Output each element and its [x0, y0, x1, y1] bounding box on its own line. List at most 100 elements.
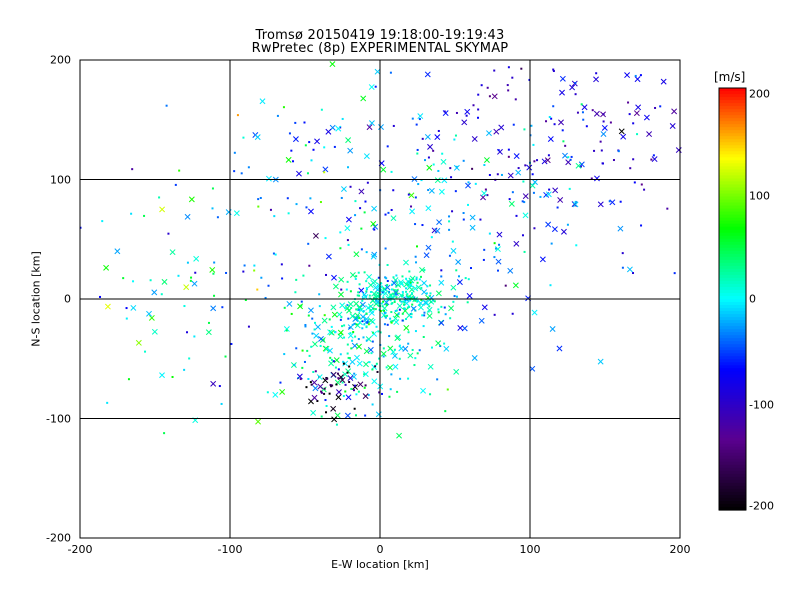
colorbar-segment	[719, 232, 746, 237]
data-point-x	[617, 225, 624, 232]
data-point-x	[151, 328, 158, 335]
data-point-dot	[363, 373, 366, 376]
data-point-dot	[368, 294, 371, 297]
data-point-dot	[377, 276, 380, 279]
data-point-dot	[444, 313, 447, 316]
data-point-dot	[508, 198, 511, 201]
colorbar-segment	[719, 289, 746, 294]
x-tick-label: -100	[217, 543, 243, 556]
data-point-dot	[609, 121, 612, 124]
colorbar-segment	[719, 476, 746, 481]
data-point-dot	[379, 282, 382, 285]
data-point-x	[371, 205, 378, 212]
x-axis-label: E-W location [km]	[331, 558, 429, 571]
data-point-dot	[389, 71, 392, 74]
data-point-dot	[355, 323, 358, 326]
data-point-x	[403, 300, 410, 307]
data-point-dot	[425, 292, 428, 295]
data-point-x	[363, 348, 370, 355]
data-point-dot	[309, 381, 312, 384]
data-point-dot	[520, 67, 523, 70]
data-point-x	[410, 305, 417, 312]
data-point-x	[491, 93, 498, 100]
colorbar-segment	[719, 205, 746, 210]
data-point-x	[183, 284, 190, 291]
data-point-dot	[426, 285, 429, 288]
data-point-dot	[382, 300, 385, 303]
data-point-dot	[409, 281, 412, 284]
colorbar-segment	[719, 115, 746, 119]
data-point-dot	[264, 296, 267, 299]
data-point-x	[469, 224, 476, 231]
data-point-dot	[486, 194, 489, 197]
data-point-x	[422, 299, 429, 306]
data-point-dot	[552, 70, 555, 73]
data-point-x	[569, 84, 576, 91]
colorbar-segment	[719, 494, 746, 499]
data-point-dot	[403, 301, 406, 304]
data-point-dot	[347, 317, 350, 320]
data-point-dot	[415, 276, 418, 279]
data-point-dot	[574, 93, 577, 96]
data-point-x	[322, 345, 329, 352]
data-point-dot	[247, 166, 250, 169]
data-point-dot	[320, 391, 323, 394]
data-point-x	[493, 128, 500, 135]
data-point-dot	[183, 305, 186, 308]
colorbar-segment	[719, 256, 746, 261]
data-point-x	[159, 372, 165, 379]
colorbar-segment	[719, 208, 746, 213]
data-point-dot	[477, 108, 480, 111]
data-point-dot	[506, 84, 509, 87]
data-point-x	[344, 412, 351, 419]
colorbar-segment	[719, 491, 746, 496]
data-point-dot	[410, 292, 413, 295]
data-point-dot	[574, 81, 577, 84]
colorbar-segment	[719, 124, 746, 128]
data-point-x	[255, 418, 262, 425]
colorbar-segment	[719, 283, 746, 288]
data-point-x	[370, 220, 377, 227]
data-point-x	[529, 365, 536, 372]
data-point-x	[371, 278, 378, 285]
data-point-dot	[332, 360, 335, 363]
colorbar-segment	[719, 247, 746, 252]
data-point-dot	[230, 342, 233, 345]
data-point-dot	[432, 149, 435, 152]
data-point-dot	[479, 218, 482, 221]
data-point-dot	[283, 306, 286, 309]
data-point-dot	[462, 212, 465, 215]
data-point-dot	[99, 295, 102, 298]
data-point-dot	[406, 293, 409, 296]
colorbar-segment	[719, 190, 746, 195]
data-point-x	[389, 295, 396, 302]
data-point-dot	[387, 211, 390, 214]
data-point-dot	[307, 377, 310, 380]
data-point-dot	[365, 339, 368, 342]
data-point-dot	[532, 143, 535, 146]
data-point-dot	[385, 366, 388, 369]
colorbar-segment	[719, 413, 746, 418]
data-point-dot	[365, 287, 368, 290]
data-point-dot	[342, 362, 345, 365]
colorbar-segment	[719, 274, 746, 279]
data-point-dot	[385, 277, 388, 280]
data-point-dot	[342, 395, 345, 398]
data-point-x	[308, 208, 314, 215]
colorbar-segment	[719, 350, 746, 354]
data-point-x	[372, 223, 379, 230]
colorbar-segment	[719, 464, 746, 469]
data-point-dot	[633, 181, 636, 184]
data-point-dot	[371, 403, 374, 406]
data-point-dot	[398, 299, 401, 302]
data-point-x	[328, 329, 335, 336]
data-point-dot	[339, 231, 342, 234]
data-point-dot	[158, 196, 161, 199]
data-point-dot	[337, 377, 340, 380]
data-point-dot	[348, 327, 351, 330]
data-point-x	[347, 147, 354, 154]
data-point-dot	[221, 306, 224, 309]
data-point-dot	[301, 349, 304, 352]
data-point-dot	[521, 200, 524, 203]
colorbar-segment	[719, 335, 746, 339]
